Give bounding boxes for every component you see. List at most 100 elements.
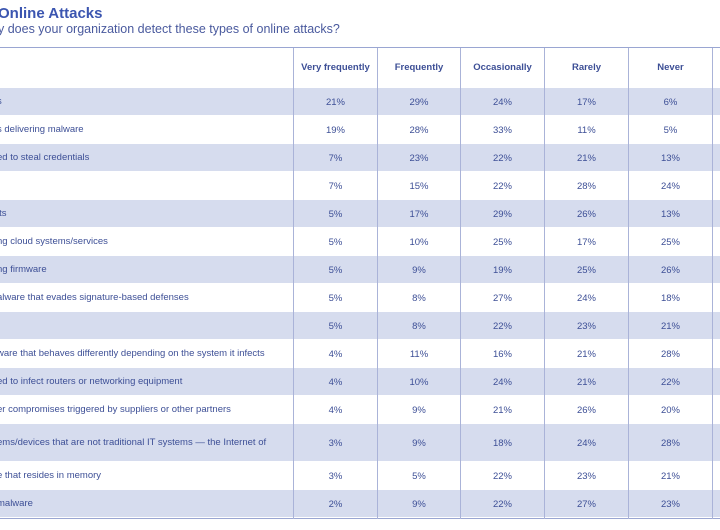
table-cell: 9% bbox=[412, 404, 426, 416]
table-cell: 10% bbox=[409, 376, 429, 388]
table-cell: 21% bbox=[660, 320, 680, 332]
table-cell: 5% bbox=[412, 470, 426, 482]
table-cell: 18% bbox=[492, 437, 512, 449]
table-cell: 17% bbox=[576, 236, 596, 248]
page-subtitle: y does your organization detect these ty… bbox=[0, 22, 340, 36]
table-cell: 8% bbox=[412, 320, 426, 332]
table-cell: 9% bbox=[412, 437, 426, 449]
row-label: ware that behaves differently depending … bbox=[0, 347, 265, 359]
row-label: s bbox=[0, 88, 289, 116]
table-cell: 4% bbox=[328, 404, 343, 416]
table-row: 7% 15% 22% 28% 24% bbox=[0, 172, 720, 200]
table-row: e that resides in memory 3% 5% 22% 23% 21% bbox=[0, 462, 720, 490]
row-separator bbox=[0, 423, 720, 424]
table-cell: 2% bbox=[328, 498, 343, 510]
table-cell: 5% bbox=[328, 208, 343, 220]
table-cell: 27% bbox=[492, 292, 512, 304]
column-header: Frequently bbox=[394, 62, 444, 74]
row-label bbox=[0, 312, 289, 340]
table-row: alware that evades signature-based defen… bbox=[0, 284, 720, 312]
row-label: ems/devices that are not traditional IT … bbox=[0, 436, 267, 448]
table-row: its 5% 17% 29% 26% 13% bbox=[0, 200, 720, 228]
table-cell: 3% bbox=[328, 437, 343, 449]
row-separator bbox=[0, 461, 720, 462]
column-divider bbox=[628, 48, 629, 519]
row-label: ed to infect routers or networking equip… bbox=[0, 375, 183, 387]
table-top-rule bbox=[0, 47, 720, 48]
table-cell: 5% bbox=[328, 236, 343, 248]
table-cell: 23% bbox=[576, 470, 596, 482]
table-cell: 28% bbox=[660, 437, 680, 449]
table-cell: 9% bbox=[412, 498, 426, 510]
table-cell: 19% bbox=[325, 124, 345, 136]
table-cell: 25% bbox=[492, 236, 512, 248]
table-cell: 28% bbox=[660, 348, 680, 360]
table-cell: 24% bbox=[492, 96, 512, 108]
table-cell: 24% bbox=[660, 180, 680, 192]
table-cell: 28% bbox=[576, 180, 596, 192]
row-label: ng cloud systems/services bbox=[0, 235, 108, 247]
table-cell: 21% bbox=[325, 96, 345, 108]
row-separator bbox=[0, 395, 720, 396]
table-row: ware that behaves differently depending … bbox=[0, 340, 720, 368]
column-header: Never bbox=[657, 62, 684, 74]
table-row: s delivering malware 19% 28% 33% 11% 5% bbox=[0, 116, 720, 144]
table-row: 5% 8% 22% 23% 21% bbox=[0, 312, 720, 340]
table-cell: 22% bbox=[492, 498, 512, 510]
row-separator bbox=[0, 517, 720, 518]
table-cell: 20% bbox=[660, 404, 680, 416]
table-cell: 21% bbox=[576, 376, 596, 388]
table-cell: 22% bbox=[492, 470, 512, 482]
table-row: ng cloud systems/services 5% 10% 25% 17% 25% bbox=[0, 228, 720, 256]
column-divider bbox=[712, 48, 713, 519]
table-row: ng firmware 5% 9% 19% 25% 26% bbox=[0, 256, 720, 284]
table-cell: 18% bbox=[660, 292, 680, 304]
table-cell: 8% bbox=[412, 292, 426, 304]
column-header: Rarely bbox=[571, 62, 602, 74]
table-cell: 6% bbox=[663, 96, 678, 108]
row-separator bbox=[0, 367, 720, 368]
row-separator bbox=[0, 489, 720, 490]
table-cell: 7% bbox=[328, 152, 343, 164]
table-cell: 5% bbox=[328, 264, 343, 276]
row-label: s delivering malware bbox=[0, 123, 84, 135]
table-cell: 5% bbox=[663, 124, 678, 136]
column-header: Occasionally bbox=[473, 62, 532, 74]
table-cell: 26% bbox=[576, 208, 596, 220]
row-separator bbox=[0, 115, 720, 116]
row-separator bbox=[0, 255, 720, 256]
table-cell: 24% bbox=[492, 376, 512, 388]
table-cell: 4% bbox=[328, 348, 343, 360]
table-bottom-rule bbox=[0, 518, 720, 519]
row-separator bbox=[0, 283, 720, 284]
table-row: s 21% 29% 24% 17% 6% bbox=[0, 88, 720, 116]
table-cell: 21% bbox=[492, 404, 512, 416]
table-cell: 11% bbox=[409, 348, 429, 360]
row-label: alware that evades signature-based defen… bbox=[0, 291, 189, 303]
table-cell: 28% bbox=[409, 124, 429, 136]
table-cell: 25% bbox=[660, 236, 680, 248]
table-cell: 9% bbox=[412, 264, 426, 276]
table-cell: 33% bbox=[492, 124, 512, 136]
table-cell: 13% bbox=[660, 152, 680, 164]
row-separator bbox=[0, 143, 720, 144]
table-cell: 10% bbox=[409, 236, 429, 248]
table-cell: 17% bbox=[576, 96, 596, 108]
column-divider bbox=[544, 48, 545, 519]
row-label: e that resides in memory bbox=[0, 469, 102, 481]
row-label: malware bbox=[0, 497, 33, 509]
row-label bbox=[0, 172, 289, 200]
row-separator bbox=[0, 227, 720, 228]
row-separator bbox=[0, 311, 720, 312]
row-separator bbox=[0, 199, 720, 200]
column-divider bbox=[377, 48, 378, 519]
table-cell: 29% bbox=[492, 208, 512, 220]
page-title: Online Attacks bbox=[0, 5, 103, 22]
table-cell: 15% bbox=[409, 180, 429, 192]
table-cell: 3% bbox=[328, 470, 343, 482]
table-cell: 26% bbox=[576, 404, 596, 416]
table-cell: 26% bbox=[660, 264, 680, 276]
table-cell: 29% bbox=[409, 96, 429, 108]
table-cell: 24% bbox=[576, 437, 596, 449]
table-cell: 22% bbox=[492, 320, 512, 332]
